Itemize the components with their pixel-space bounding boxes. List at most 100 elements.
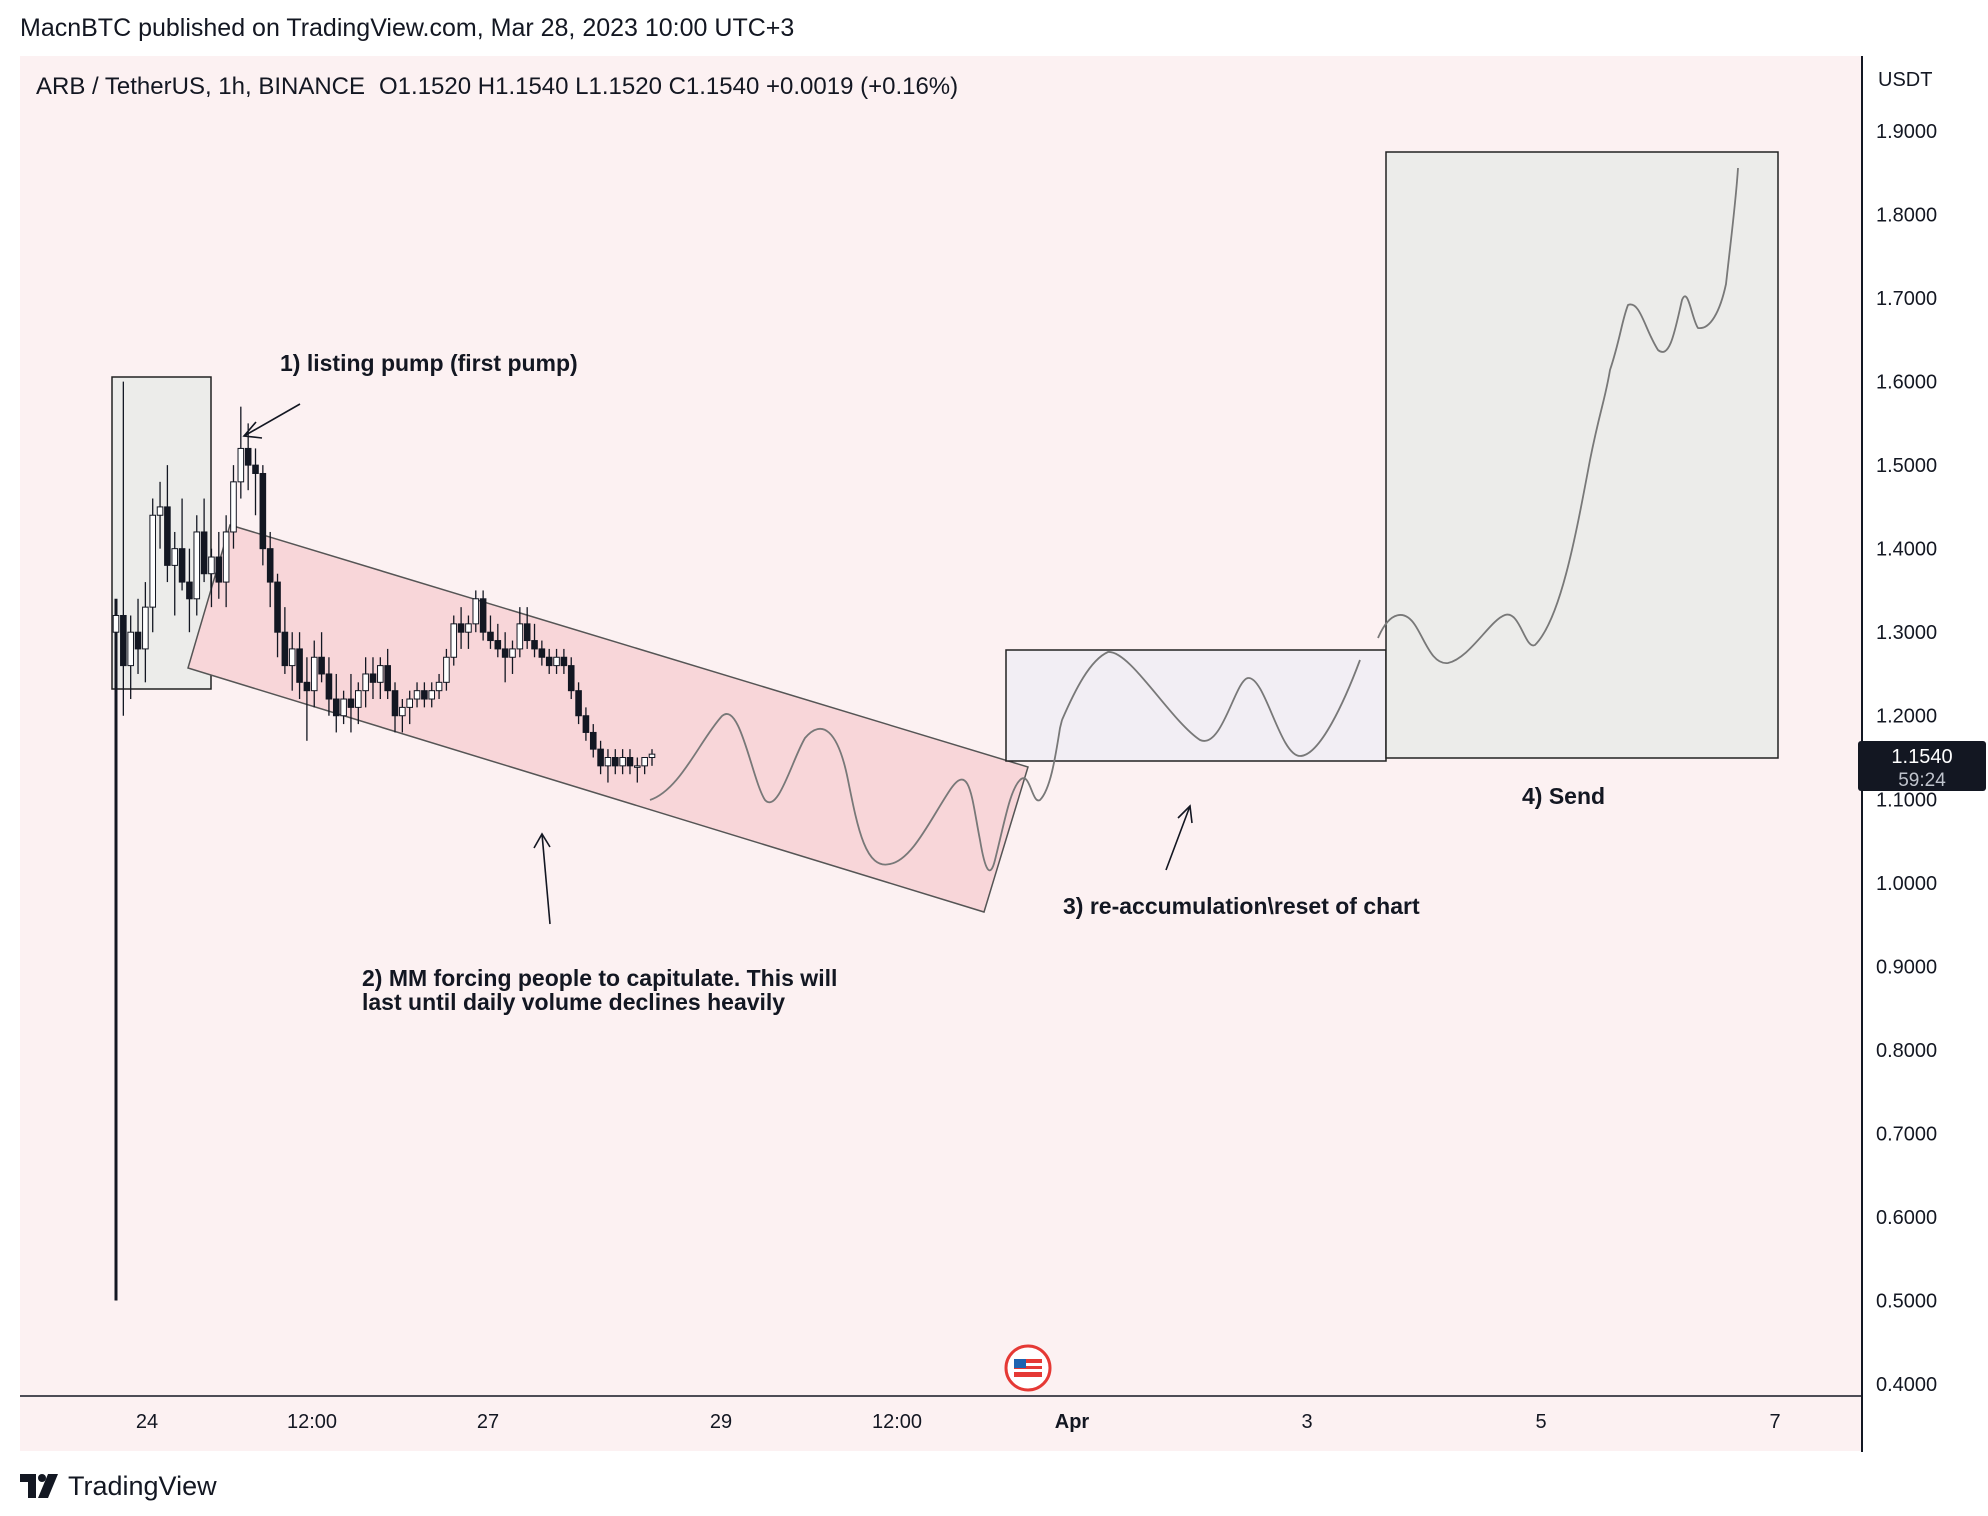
candle [237,406,245,499]
candle [428,682,436,708]
candle [296,632,303,700]
candle-body [575,690,582,717]
tradingview-logo[interactable]: TradingView [20,1466,217,1506]
candle [509,640,516,674]
candle-body [516,623,524,650]
candle-body [310,656,318,692]
candle [472,590,480,633]
time-tick-label: 24 [136,1411,158,1433]
symbol-legend[interactable]: ARB / TetherUS, 1h, BINANCE O1.1520 H1.15… [36,73,958,100]
candle-body [604,757,612,767]
candle-body [626,757,634,767]
price-tick-label: 0.9000 [1876,956,1937,978]
candle [281,607,289,674]
price-tick-label: 1.1000 [1876,789,1937,811]
candle-body [171,548,179,566]
candle-body [230,481,237,533]
candle [435,673,443,700]
send-target-box[interactable] [1385,151,1779,759]
price-tick-label: 1.4000 [1876,539,1937,561]
price-tick-label: 1.2000 [1876,706,1937,728]
candle [362,657,369,708]
candle [303,657,311,741]
candle [487,615,494,649]
candle-body [355,690,362,708]
candle-body [120,614,127,667]
candle-body [134,631,142,650]
reaccumulation-box[interactable] [1005,649,1387,762]
candle [120,381,127,716]
publish-info: MacnBTC published on TradingView.com, Ma… [20,14,795,42]
candle [310,640,318,708]
candle [567,657,575,700]
price-tick-label: 0.7000 [1876,1123,1937,1145]
candle-body [281,631,289,667]
candle-body [377,665,384,683]
price-tick-label: 0.8000 [1876,1040,1937,1062]
candle [523,607,531,649]
tradingview-wordmark: TradingView [68,1470,217,1501]
candle [421,682,428,708]
candle-body [523,623,531,642]
candle-body [142,606,149,650]
candle [178,498,186,591]
candle [634,757,641,783]
candle-body [634,765,641,768]
candle-body [428,690,436,700]
candle [619,749,626,775]
price-axis-ticks[interactable]: 1.9000 1.8000 1.7000 1.6000 1.5000 1.4000 1.30… [1876,121,1937,1396]
candle-body [421,690,428,700]
candle-body [611,757,619,767]
candle-body [288,648,296,667]
price-tick-label: 1.9000 [1876,121,1937,143]
candle [171,531,179,616]
candle [288,632,296,691]
time-axis-ticks[interactable]: 24 12:00 27 29 12:00 Apr 3 5 7 [136,1411,1781,1433]
candle [604,749,612,783]
candle-body [391,690,399,717]
candle-body [443,656,450,683]
tradingview-logo-icon [20,1474,58,1498]
us-flag-event-icon[interactable] [1004,1344,1052,1392]
candle-body [641,757,648,767]
candle-body [369,673,377,683]
candle [222,515,230,608]
candle-body [127,631,134,667]
candle [112,598,120,1301]
time-tick-label: 27 [477,1411,499,1433]
candle [355,682,362,725]
candle [575,682,582,725]
candle [443,648,450,691]
bar-countdown: 59:24 [1898,770,1946,791]
candle [641,757,648,775]
candle-body [215,556,223,583]
time-tick-label: Apr [1055,1411,1090,1433]
candle [501,632,509,683]
candle [127,615,134,700]
candle [259,465,267,566]
candle-body [406,698,413,708]
candle-body [347,698,355,708]
price-tick-label: 1.0000 [1876,873,1937,895]
time-tick-label: 5 [1535,1411,1546,1433]
candle [208,548,215,608]
time-tick-label: 7 [1769,1411,1780,1433]
time-tick-label: 3 [1301,1411,1312,1433]
price-tick-label: 1.6000 [1876,372,1937,394]
candle [266,531,274,608]
annotation-capitulation: 2) MM forcing people to capitulate. This… [362,965,837,991]
descending-channel[interactable] [187,524,1029,913]
candle-body [619,757,626,767]
candle-body [149,514,157,608]
candle-body [545,656,553,667]
candle [274,573,281,658]
arrow-icon [242,403,301,439]
projection-path [649,167,1739,872]
candle [156,481,164,549]
price-tick-label: 1.3000 [1876,622,1937,644]
candle [589,724,597,758]
candle-body [413,690,421,700]
candle-body [472,598,480,625]
arrow-icon [1165,804,1193,871]
